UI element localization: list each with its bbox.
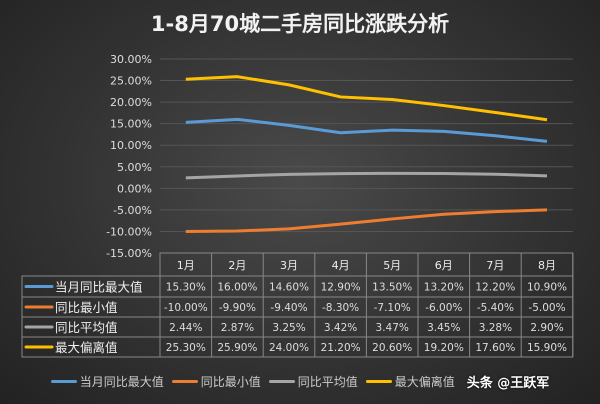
table-series-name: 同比最小值 [55,300,118,315]
data-label: 25.90% [217,342,257,354]
data-label: 15.90% [527,342,567,354]
data-label: 13.50% [372,282,412,294]
data-label: 16.00% [217,282,257,294]
legend-item: 同比最小值 [171,373,261,390]
legend-item: 当月同比最大值 [50,373,164,390]
chart-footer: 当月同比最大值 同比最小值 同比平均值 最大偏离值 头条 @王跃军 [0,372,600,391]
table-series-name: 当月同比最大值 [55,280,143,295]
data-label: 2.44% [169,322,202,334]
table-series-name: 最大偏离值 [55,340,118,355]
data-label: 19.20% [424,342,464,354]
series-line-0 [185,117,548,143]
series-line-3 [185,75,548,122]
data-label: 21.20% [321,342,361,354]
legend-label: 同比最小值 [200,375,261,389]
data-label: 3.47% [376,322,409,334]
x-tick-label: 3月 [280,259,298,272]
y-tick-label: 10.00% [110,139,152,152]
legend-item: 最大偏离值 [365,373,455,390]
y-tick-label: 20.00% [110,96,152,109]
y-tick-label: -15.00% [106,247,152,260]
data-label: 12.20% [475,282,515,294]
data-label: 20.60% [372,342,412,354]
y-tick-label: 15.00% [110,118,152,131]
data-label: 3.45% [427,322,460,334]
data-label: 3.28% [479,322,512,334]
legend-label: 最大偏离值 [394,375,455,389]
y-tick-label: 0.00% [117,182,152,195]
legend-swatch [365,380,392,383]
data-label: 10.90% [527,282,567,294]
y-tick-label: 30.00% [110,53,152,66]
watermark: 头条 @王跃军 [466,376,550,391]
x-tick-label: 2月 [228,259,246,272]
legend-label: 当月同比最大值 [79,375,164,389]
data-label: -5.40% [477,302,514,314]
x-tick-label: 4月 [332,259,350,272]
data-label: 24.00% [269,342,309,354]
chart-title: 1-8月70城二手房同比涨跌分析 [150,12,450,36]
data-label: 12.90% [321,282,361,294]
data-label: 13.20% [424,282,464,294]
data-label: -5.00% [528,302,565,314]
data-label: -9.90% [219,302,256,314]
y-tick-label: -5.00% [113,204,152,217]
legend-label: 同比平均值 [297,375,358,389]
data-label: 3.42% [324,322,357,334]
data-label: 25.30% [166,342,206,354]
y-tick-label: 25.00% [110,75,152,88]
table-series-name: 同比平均值 [55,320,118,335]
data-label: -9.40% [270,302,307,314]
data-label: 2.87% [221,322,254,334]
legend-swatch [50,380,77,383]
legend-item: 同比平均值 [268,373,358,390]
data-label: -10.00% [164,302,208,314]
data-label: -7.10% [374,302,411,314]
data-label: 3.25% [272,322,305,334]
x-tick-label: 8月 [538,259,556,272]
data-label: -8.30% [322,302,359,314]
data-label: 17.60% [475,342,515,354]
data-label: -6.00% [425,302,462,314]
x-tick-label: 5月 [383,259,401,272]
data-label: 14.60% [269,282,309,294]
series-line-2 [185,171,548,180]
legend: 当月同比最大值 同比最小值 同比平均值 最大偏离值 [50,373,455,390]
y-tick-label: 5.00% [117,161,152,174]
x-tick-label: 1月 [177,259,195,272]
data-label: 2.90% [530,322,563,334]
x-tick-label: 6月 [435,259,453,272]
legend-swatch [171,380,198,383]
series-line-1 [185,208,548,233]
x-tick-label: 7月 [486,259,504,272]
y-tick-label: -10.00% [106,225,152,238]
data-label: 15.30% [166,282,206,294]
legend-swatch [268,380,295,383]
